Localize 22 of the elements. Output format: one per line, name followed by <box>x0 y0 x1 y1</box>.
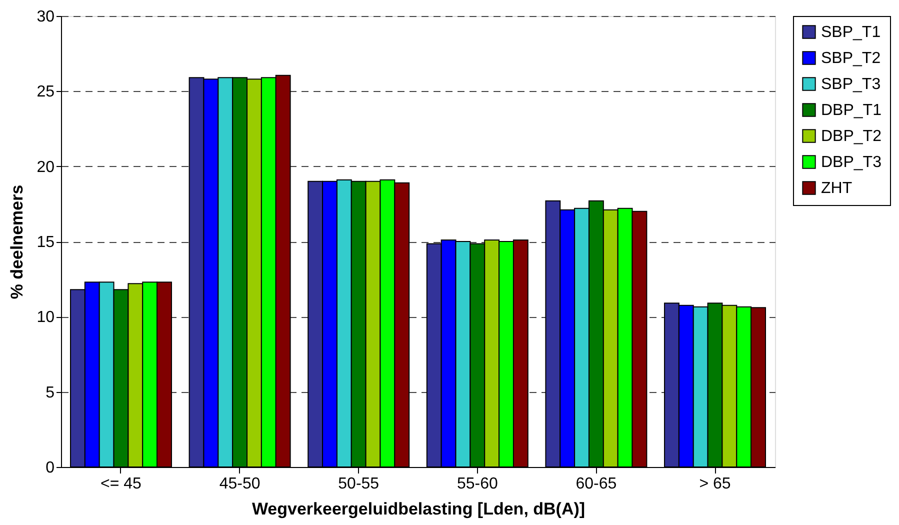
x-tick-label: <= 45 <box>100 476 142 492</box>
y-tick-label: 15 <box>36 234 55 251</box>
y-tick-label: 20 <box>36 158 55 176</box>
y-tick-label: 10 <box>36 309 55 326</box>
x-tick-label: 55-60 <box>456 476 498 492</box>
y-tick-label: 0 <box>46 460 55 476</box>
legend-label: ZHT <box>821 180 852 197</box>
legend-label: DBP_T2 <box>821 128 882 145</box>
x-tick-label: > 65 <box>699 476 731 492</box>
x-axis-title: Wegverkeergeluidbelasting [Lden, dB(A)] <box>252 500 586 518</box>
y-tick-label: 5 <box>46 384 55 402</box>
legend-label: SBP_T2 <box>821 50 881 67</box>
y-tick-label: 25 <box>36 84 55 101</box>
x-tick-label: 60-65 <box>576 476 617 492</box>
legend-label: DBP_T3 <box>821 154 882 171</box>
x-tick-label: 45-50 <box>219 476 260 492</box>
legend-label: DBP_T1 <box>821 102 882 119</box>
legend-label: SBP_T3 <box>821 76 881 93</box>
legend-label: SBP_T1 <box>821 24 881 41</box>
y-tick-label: 30 <box>36 8 55 26</box>
x-tick-label: 50-55 <box>338 476 380 492</box>
y-axis-title: % deelnemers <box>8 184 27 300</box>
